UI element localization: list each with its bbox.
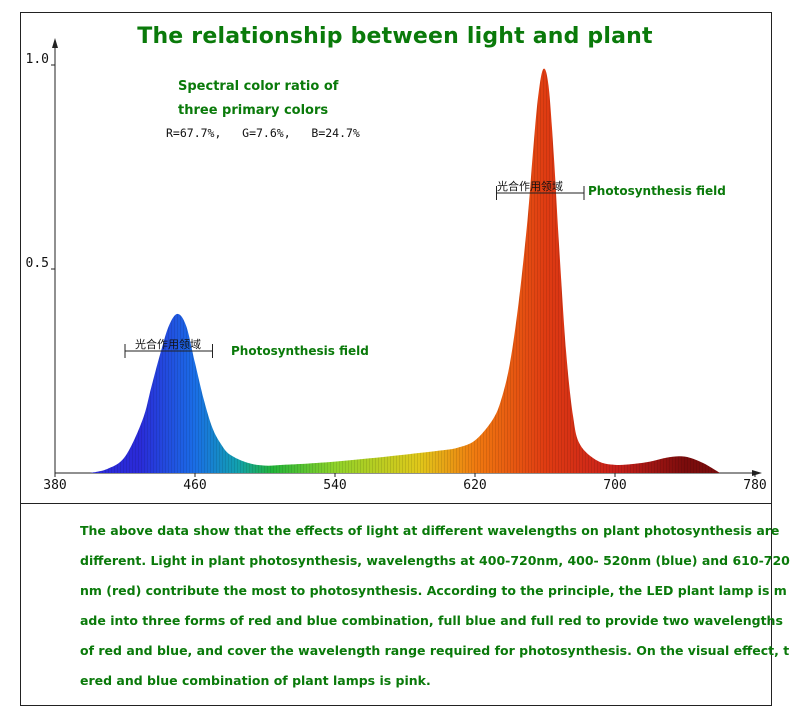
section-divider (20, 503, 772, 504)
x-tick-label: 620 (463, 478, 486, 493)
description-line: The above data show that the effects of … (80, 523, 780, 538)
chart-title: The relationship between light and plant (137, 24, 653, 49)
x-axis-arrow (752, 470, 762, 476)
field-brackets (124, 186, 585, 358)
field-label-en-blue: Photosynthesis field (231, 344, 369, 358)
x-tick-label: 380 (43, 478, 66, 493)
y-axis-arrow (52, 38, 58, 48)
y-tick-label: 0.5 (26, 256, 49, 271)
description-line: ade into three forms of red and blue com… (80, 613, 783, 628)
ratio-title-line1: Spectral color ratio of (178, 79, 339, 94)
description-line: of red and blue, and cover the wavelengt… (80, 643, 790, 658)
field-label-en-red: Photosynthesis field (588, 184, 726, 198)
y-tick-label: 1.0 (26, 52, 49, 67)
x-tick-label: 780 (743, 478, 766, 493)
axis-ticks: 380 460 540 620 700 780 0.5 1.0 (26, 52, 767, 493)
x-tick-label: 540 (323, 478, 346, 493)
ratio-title-line2: three primary colors (178, 103, 329, 118)
field-label-cn-red: 光合作用领域 (497, 180, 563, 193)
x-tick-label: 460 (183, 478, 206, 493)
spectrum-stripes (90, 68, 720, 474)
chart-frame (20, 12, 772, 706)
description-text: The above data show that the effects of … (80, 516, 790, 696)
ratio-values: R=67.7%, G=7.6%, B=24.7% (166, 126, 360, 140)
description-line: different. Light in plant photosynthesis… (80, 553, 790, 568)
description-line: ered and blue combination of plant lamps… (80, 673, 431, 688)
x-tick-label: 700 (603, 478, 626, 493)
field-label-cn-blue: 光合作用领域 (135, 338, 201, 351)
description-line: nm (red) contribute the most to photosyn… (80, 583, 787, 598)
